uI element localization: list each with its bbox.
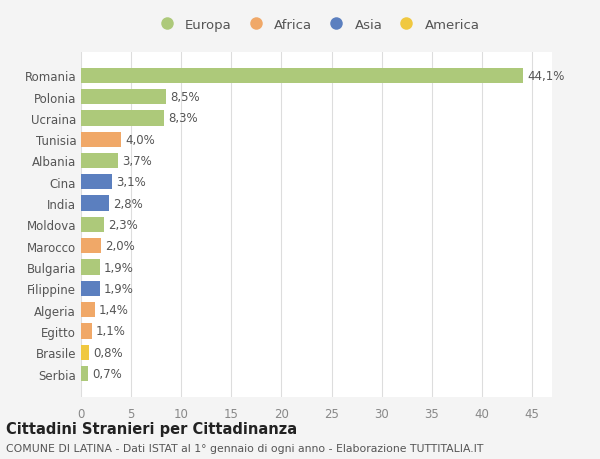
Text: 1,4%: 1,4% bbox=[99, 303, 129, 316]
Text: 3,1%: 3,1% bbox=[116, 176, 146, 189]
Text: COMUNE DI LATINA - Dati ISTAT al 1° gennaio di ogni anno - Elaborazione TUTTITAL: COMUNE DI LATINA - Dati ISTAT al 1° genn… bbox=[6, 443, 484, 453]
Text: 1,9%: 1,9% bbox=[104, 261, 134, 274]
Bar bbox=[81, 217, 104, 233]
Text: 3,7%: 3,7% bbox=[122, 155, 152, 168]
Bar bbox=[81, 132, 121, 147]
Bar bbox=[81, 324, 92, 339]
Text: 8,3%: 8,3% bbox=[168, 112, 198, 125]
Text: 8,5%: 8,5% bbox=[170, 91, 200, 104]
Bar bbox=[81, 260, 100, 275]
Text: 2,0%: 2,0% bbox=[105, 240, 135, 252]
Text: Cittadini Stranieri per Cittadinanza: Cittadini Stranieri per Cittadinanza bbox=[6, 421, 297, 436]
Bar bbox=[81, 68, 523, 84]
Legend: Europa, Africa, Asia, America: Europa, Africa, Asia, America bbox=[149, 15, 484, 35]
Text: 1,9%: 1,9% bbox=[104, 282, 134, 295]
Bar bbox=[81, 90, 166, 105]
Bar bbox=[81, 239, 101, 254]
Bar bbox=[81, 153, 118, 169]
Text: 0,7%: 0,7% bbox=[92, 367, 122, 380]
Text: 4,0%: 4,0% bbox=[125, 134, 155, 146]
Bar bbox=[81, 281, 100, 297]
Text: 2,8%: 2,8% bbox=[113, 197, 143, 210]
Bar bbox=[81, 175, 112, 190]
Text: 1,1%: 1,1% bbox=[96, 325, 126, 338]
Text: 44,1%: 44,1% bbox=[527, 70, 565, 83]
Text: 2,3%: 2,3% bbox=[108, 218, 138, 231]
Bar bbox=[81, 366, 88, 381]
Text: 0,8%: 0,8% bbox=[93, 346, 122, 359]
Bar bbox=[81, 345, 89, 360]
Bar bbox=[81, 196, 109, 211]
Bar bbox=[81, 111, 164, 126]
Bar bbox=[81, 302, 95, 318]
